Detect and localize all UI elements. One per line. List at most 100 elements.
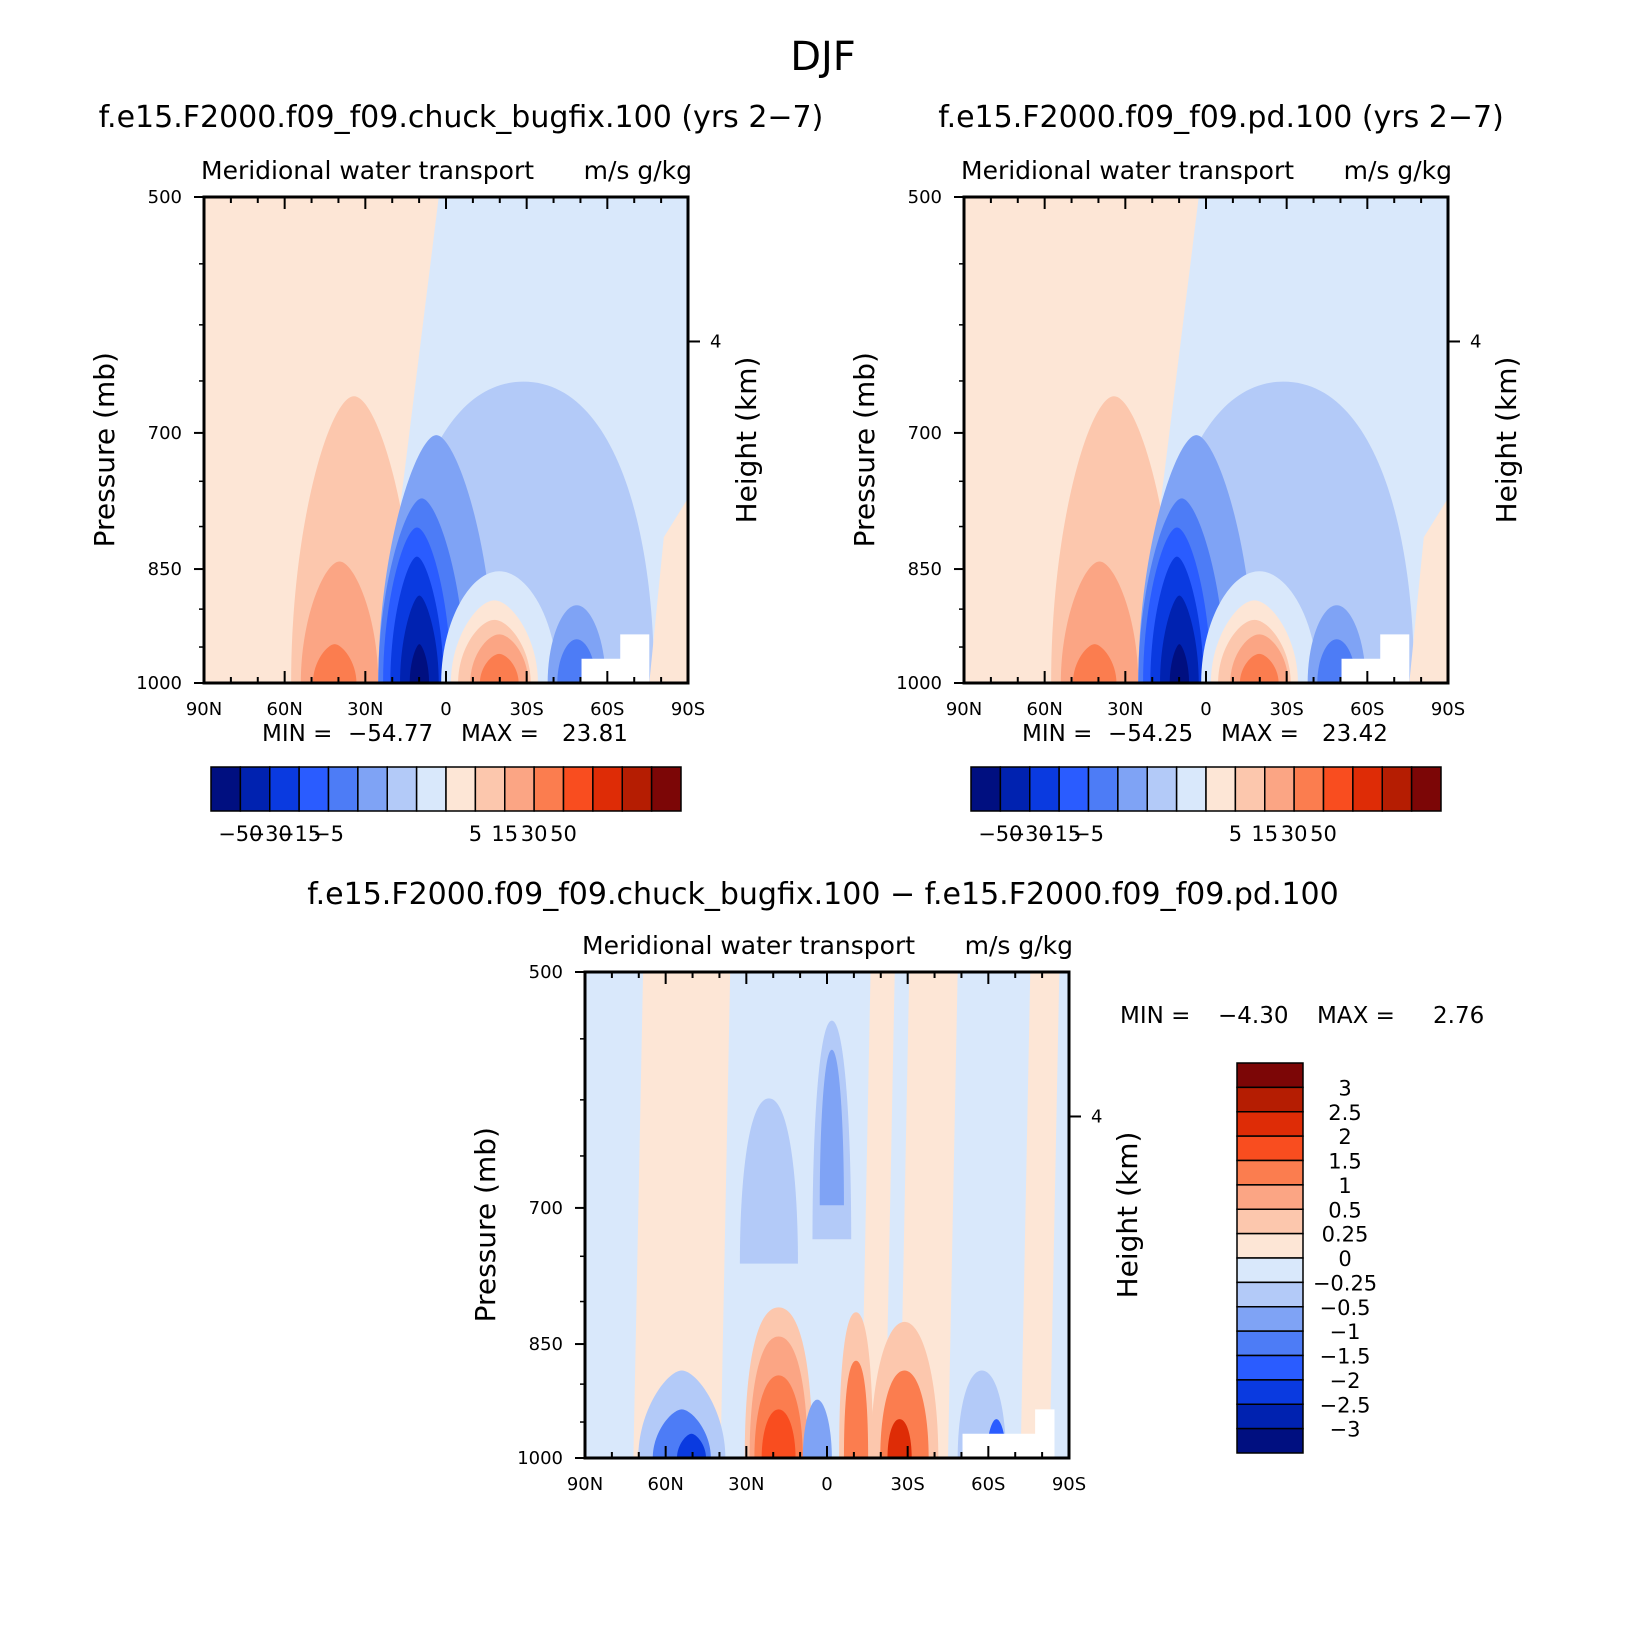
y-tick-label: 1000 <box>136 673 182 694</box>
colorbar-swatch <box>1293 766 1325 812</box>
colorbar-swatch <box>269 766 300 812</box>
colorbar-swatch <box>1381 766 1413 812</box>
x-tick-label: 0 <box>821 1474 832 1495</box>
colorbar-swatch <box>298 766 330 812</box>
contour-fill <box>887 1419 912 1458</box>
contour-fill <box>400 595 439 683</box>
panel-subtitle-right: m/s g/kg <box>965 931 1073 960</box>
x-tick-label: 60S <box>1350 699 1384 720</box>
colorbar-label: −15 <box>1037 822 1081 846</box>
colorbar-swatch <box>1234 766 1266 812</box>
y-tick-label: 700 <box>148 423 182 444</box>
colorbar-swatch <box>1236 1403 1304 1430</box>
colorbar-swatch <box>504 766 535 812</box>
y-tick-label: 1000 <box>517 1448 563 1469</box>
colorbar-swatch <box>1146 766 1178 812</box>
x-tick-label: 60S <box>590 699 624 720</box>
colorbar-swatch <box>386 766 418 812</box>
colorbar-label: −2.5 <box>1320 1393 1371 1417</box>
colorbar-swatch <box>592 766 623 812</box>
x-tick-label: 30N <box>1107 699 1143 720</box>
contour-fill <box>633 972 731 1458</box>
max-value: 2.76 <box>1433 1003 1484 1029</box>
contour-fill <box>761 1409 796 1458</box>
min-label: MIN = <box>1022 721 1092 747</box>
colorbar-label: 15 <box>491 822 518 846</box>
colorbar-label: 0 <box>1338 1247 1351 1271</box>
x-tick-label: 0 <box>440 699 451 720</box>
contour-field <box>964 197 1448 683</box>
colorbar-swatch <box>1236 1111 1304 1137</box>
contour-fill <box>409 644 430 683</box>
colorbar-label: −5 <box>313 822 344 846</box>
colorbar-label: −15 <box>277 822 321 846</box>
panel-title: f.e15.F2000.f09_f09.chuck_bugfix.100 − f… <box>307 877 1338 912</box>
x-tick-label: 30S <box>890 1474 924 1495</box>
x-tick-label: 90N <box>567 1474 603 1495</box>
contour-fill <box>860 972 895 1458</box>
y-tick-label: 700 <box>908 423 942 444</box>
y-tick-label: 500 <box>908 187 942 208</box>
x-tick-label: 90N <box>186 699 222 720</box>
colorbar-swatch <box>1236 1354 1304 1381</box>
y-tick-label: 1000 <box>896 673 942 694</box>
colorbar-swatch <box>562 766 594 812</box>
y-axis-label: Pressure (mb) <box>469 1127 502 1322</box>
colorbar-swatch <box>1236 1257 1304 1284</box>
x-tick-label: 30S <box>509 699 543 720</box>
y-tick-label: 850 <box>908 559 942 580</box>
contour-fill <box>802 1399 832 1458</box>
x-tick-label: 60N <box>647 1474 683 1495</box>
colorbar-label: 1 <box>1338 1174 1351 1198</box>
colorbar-swatch <box>327 766 359 812</box>
x-tick-label: 90N <box>946 699 982 720</box>
colorbar-swatch <box>1236 1281 1304 1308</box>
colorbar-label: 5 <box>1229 822 1242 846</box>
y-tick-label: 500 <box>529 962 563 983</box>
colorbar-swatch <box>1236 1184 1304 1210</box>
contour-fill <box>1020 972 1060 1458</box>
colorbar-label: 1.5 <box>1328 1150 1361 1174</box>
y2-axis-label: Height (km) <box>730 357 763 524</box>
colorbar-label: −30 <box>1008 822 1052 846</box>
colorbar-swatch <box>1236 1135 1304 1162</box>
colorbar-swatch <box>1236 1232 1304 1259</box>
x-tick-label: 90S <box>671 699 705 720</box>
colorbar-label: 0.25 <box>1322 1223 1369 1247</box>
contour-fill <box>1409 498 1448 683</box>
colorbar-swatch <box>1029 766 1060 812</box>
max-value: 23.81 <box>562 721 628 747</box>
max-value: 23.42 <box>1322 721 1388 747</box>
contour-fill <box>1160 595 1199 683</box>
missing-data <box>1341 634 1410 683</box>
contour-fill <box>843 1360 869 1458</box>
y-tick-label: 850 <box>529 1334 563 1355</box>
colorbar-swatch <box>1322 766 1354 812</box>
colorbar-swatch <box>415 766 447 812</box>
colorbar-swatch <box>239 766 271 812</box>
contour-fill <box>1239 653 1279 683</box>
colorbar-label: 50 <box>1310 822 1337 846</box>
panel-subtitle-right: m/s g/kg <box>1344 156 1452 185</box>
colorbar-swatch <box>1058 766 1090 812</box>
min-label: MIN = <box>1120 1003 1190 1029</box>
contour-fill <box>676 1433 706 1458</box>
max-label: MAX = <box>1317 1003 1395 1029</box>
x-tick-label: 60S <box>971 1474 1005 1495</box>
contour-fill <box>479 653 519 683</box>
panel-subtitle-left: Meridional water transport <box>201 156 534 185</box>
colorbar-swatch <box>1410 766 1442 812</box>
colorbar-label: −1 <box>1330 1320 1361 1344</box>
colorbar-label: 30 <box>521 822 548 846</box>
min-value: −54.77 <box>348 721 433 747</box>
colorbar-swatch <box>1236 1208 1304 1235</box>
panel-title: f.e15.F2000.f09_f09.pd.100 (yrs 2−7) <box>938 100 1504 135</box>
figure-title: DJF <box>790 34 856 80</box>
y2-tick-label: 4 <box>1091 1106 1102 1127</box>
x-tick-label: 60N <box>1026 699 1062 720</box>
colorbar-swatch <box>357 766 388 812</box>
colorbar-swatch <box>210 766 242 812</box>
panel-subtitle-left: Meridional water transport <box>582 931 915 960</box>
colorbar-swatch <box>650 766 682 812</box>
